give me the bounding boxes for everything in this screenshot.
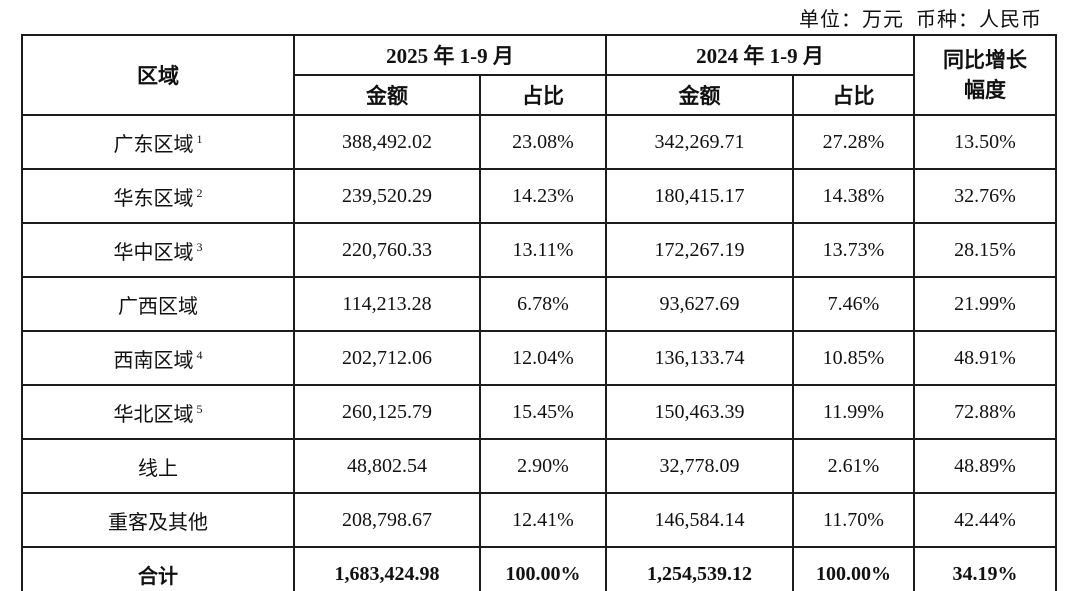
region-label: 华中区域 [113, 241, 194, 264]
cell-amount-2024: 172,267.19 [605, 222, 794, 278]
footnote-marker: 5 [196, 401, 203, 416]
cell-yoy: 21.99% [913, 276, 1057, 332]
cell-amount-2025: 114,213.28 [293, 276, 481, 332]
cell-pct-2024: 27.28% [792, 114, 915, 170]
unit-currency-label: 单位：万元 币种：人民币 [799, 9, 1042, 31]
cell-pct-2024: 2.61% [792, 438, 915, 494]
region-label: 西南区域 [113, 349, 194, 372]
cell-amount-2024: 150,463.39 [605, 384, 794, 440]
cell-amount-2025: 48,802.54 [293, 438, 481, 494]
cell-amount-2024: 342,269.71 [605, 114, 794, 170]
table-row: 广西区域 114,213.28 6.78% 93,627.69 7.46% 21.99% [21, 276, 1057, 332]
footnote-marker: 3 [196, 239, 203, 254]
cell-region: 广东区域 1 [21, 114, 295, 170]
cell-amount-2024: 136,133.74 [605, 330, 794, 386]
cell-yoy: 72.88% [913, 384, 1057, 440]
cell-pct-2024: 11.99% [792, 384, 915, 440]
table-row: 线上 48,802.54 2.90% 32,778.09 2.61% 48.89% [21, 438, 1057, 494]
table-row: 华东区域 2 239,520.29 14.23% 180,415.17 14.38% 32.… [21, 168, 1057, 224]
table-row: 华中区域 3 220,760.33 13.11% 172,267.19 13.73% 28.… [21, 222, 1057, 278]
cell-pct-2025: 23.08% [479, 114, 607, 170]
cell-yoy: 32.76% [913, 168, 1057, 224]
cell-amount-2025: 202,712.06 [293, 330, 481, 386]
cell-total-amount-2025: 1,683,424.98 [293, 546, 481, 591]
cell-pct-2024: 14.38% [792, 168, 915, 224]
table-header: 区域 2025 年 1-9 月 2024 年 1-9 月 同比增长 幅度 金额 … [21, 34, 1057, 116]
region-label: 广西区域 [118, 295, 198, 318]
cell-amount-2024: 180,415.17 [605, 168, 794, 224]
cell-total-pct-2025: 100.00% [479, 546, 607, 591]
cell-amount-2024: 32,778.09 [605, 438, 794, 494]
header-yoy-growth: 同比增长 幅度 [913, 34, 1057, 116]
cell-region: 重客及其他 [21, 492, 295, 548]
cell-region: 广西区域 [21, 276, 295, 332]
cell-pct-2024: 7.46% [792, 276, 915, 332]
total-row: 合计 1,683,424.98 100.00% 1,254,539.12 100… [21, 546, 1057, 591]
cell-amount-2024: 93,627.69 [605, 276, 794, 332]
cell-total-label: 合计 [21, 546, 295, 591]
header-proportion-2025: 占比 [479, 74, 607, 116]
cell-yoy: 28.15% [913, 222, 1057, 278]
header-amount-2025: 金额 [293, 74, 481, 116]
region-label: 广东区域 [113, 133, 194, 156]
table-footer: 合计 1,683,424.98 100.00% 1,254,539.12 100… [21, 546, 1057, 591]
footnote-marker: 4 [196, 347, 203, 362]
footnote-marker: 2 [196, 185, 203, 200]
header-yoy-line1: 同比增长 [943, 47, 1027, 72]
header-row-1: 区域 2025 年 1-9 月 2024 年 1-9 月 同比增长 幅度 [21, 34, 1057, 116]
cell-pct-2024: 11.70% [792, 492, 915, 548]
table-body: 广东区域 1 388,492.02 23.08% 342,269.71 27.28% 13.… [21, 114, 1057, 548]
header-region: 区域 [21, 34, 295, 116]
table-row: 华北区域 5 260,125.79 15.45% 150,463.39 11.99% 72.… [21, 384, 1057, 440]
cell-region: 线上 [21, 438, 295, 494]
cell-amount-2025: 388,492.02 [293, 114, 481, 170]
header-row-2: 金额 占比 金额 占比 [22, 74, 1056, 116]
cell-yoy: 42.44% [913, 492, 1057, 548]
cell-pct-2024: 10.85% [792, 330, 915, 386]
footnote-marker: 1 [196, 131, 203, 146]
cell-pct-2025: 12.04% [479, 330, 607, 386]
cell-total-amount-2024: 1,254,539.12 [605, 546, 794, 591]
regional-revenue-table: 区域 2025 年 1-9 月 2024 年 1-9 月 同比增长 幅度 金额 … [21, 34, 1057, 591]
cell-pct-2025: 15.45% [479, 384, 607, 440]
region-label: 华东区域 [113, 187, 194, 210]
cell-amount-2025: 239,520.29 [293, 168, 481, 224]
cell-amount-2024: 146,584.14 [605, 492, 794, 548]
header-amount-2024: 金额 [605, 74, 794, 116]
region-label: 华北区域 [113, 403, 194, 426]
cell-total-yoy: 34.19% [913, 546, 1057, 591]
table-row: 重客及其他 208,798.67 12.41% 146,584.14 11.70% 42.… [21, 492, 1057, 548]
cell-region: 华北区域 5 [21, 384, 295, 440]
cell-yoy: 48.91% [913, 330, 1057, 386]
cell-pct-2025: 12.41% [479, 492, 607, 548]
cell-pct-2025: 14.23% [479, 168, 607, 224]
cell-region: 华中区域 3 [21, 222, 295, 278]
region-label: 线上 [138, 457, 178, 480]
header-yoy-line2: 幅度 [964, 78, 1006, 102]
table-row: 西南区域 4 202,712.06 12.04% 136,133.74 10.85% 48.… [21, 330, 1057, 386]
cell-pct-2024: 13.73% [792, 222, 915, 278]
header-proportion-2024: 占比 [792, 74, 915, 116]
cell-pct-2025: 13.11% [479, 222, 607, 278]
header-period-2024: 2024 年 1-9 月 [605, 34, 915, 76]
table-row: 广东区域 1 388,492.02 23.08% 342,269.71 27.28% 13.… [21, 114, 1057, 170]
cell-amount-2025: 208,798.67 [293, 492, 481, 548]
header-period-2025: 2025 年 1-9 月 [293, 34, 607, 76]
cell-region: 西南区域 4 [21, 330, 295, 386]
cell-region: 华东区域 2 [21, 168, 295, 224]
cell-pct-2025: 6.78% [479, 276, 607, 332]
cell-yoy: 13.50% [913, 114, 1057, 170]
cell-amount-2025: 260,125.79 [293, 384, 481, 440]
cell-amount-2025: 220,760.33 [293, 222, 481, 278]
cell-pct-2025: 2.90% [479, 438, 607, 494]
region-label: 重客及其他 [108, 511, 208, 534]
cell-yoy: 48.89% [913, 438, 1057, 494]
cell-total-pct-2024: 100.00% [792, 546, 915, 591]
